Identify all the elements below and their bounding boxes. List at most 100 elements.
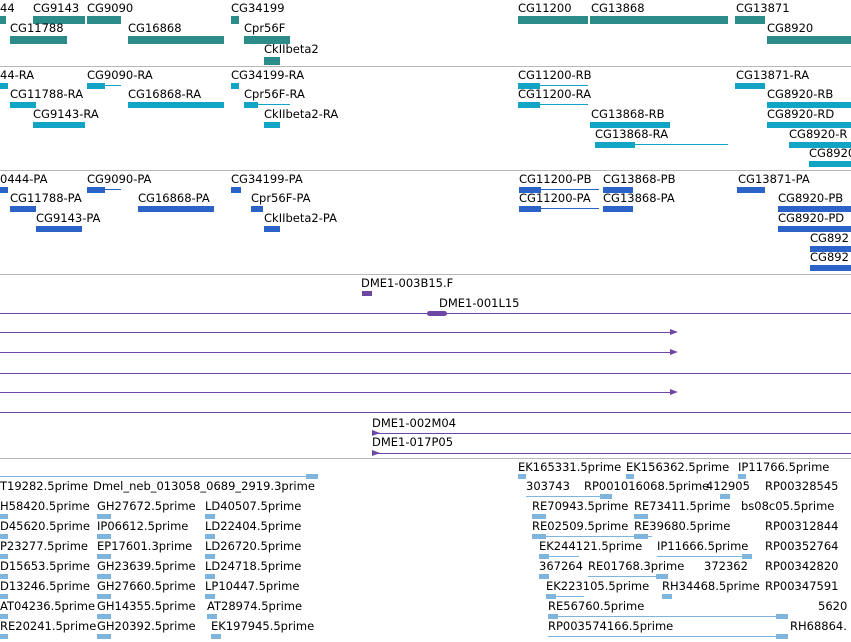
transcript-feature[interactable] (590, 122, 670, 128)
est-feature[interactable] (97, 594, 111, 599)
gene-label[interactable]: CG16868 (128, 21, 182, 35)
est-label[interactable]: RE73411.5prime (634, 499, 731, 513)
cds-feature[interactable] (264, 226, 280, 232)
transcript-label[interactable]: CG8920- (809, 146, 851, 160)
est-label[interactable]: 367264 (539, 559, 583, 573)
est-feature[interactable] (539, 554, 549, 559)
est-feature[interactable] (306, 474, 318, 479)
transcript-label[interactable]: CG13868-RA (595, 127, 669, 141)
gene-feature[interactable] (0, 16, 6, 24)
est-feature[interactable] (600, 494, 612, 499)
cds-label[interactable]: CG34199-PA (231, 172, 303, 186)
clone-line[interactable] (0, 373, 851, 374)
gene-label[interactable]: CG34199 (231, 1, 285, 15)
cds-feature[interactable] (519, 187, 541, 193)
est-label[interactable]: RP00312844 (765, 519, 839, 533)
transcript-label[interactable]: 44-RA (0, 68, 35, 82)
est-label[interactable]: AT04236.5prime (0, 599, 96, 613)
est-label[interactable]: EK165331.5prime (518, 460, 622, 474)
cds-label[interactable]: CG9090-PA (87, 172, 152, 186)
transcript-label[interactable]: CG8920-R (789, 127, 848, 141)
est-label[interactable]: GH23639.5prime (97, 559, 196, 573)
est-label[interactable]: AT28974.5prime (207, 599, 303, 613)
est-label[interactable]: LD26720.5prime (205, 539, 302, 553)
est-feature[interactable] (97, 534, 111, 539)
clone-line[interactable] (0, 352, 675, 353)
est-line[interactable] (657, 556, 752, 557)
est-label[interactable]: D15653.5prime (0, 559, 90, 573)
est-feature[interactable] (0, 554, 8, 559)
transcript-label[interactable]: CG34199-RA (231, 68, 305, 82)
cds-feature[interactable] (0, 187, 8, 193)
transcript-feature[interactable] (518, 83, 540, 89)
est-label[interactable]: LD40507.5prime (205, 499, 302, 513)
est-feature[interactable] (634, 514, 648, 519)
transcript-label[interactable]: CG16868-RA (128, 87, 202, 101)
gene-label[interactable]: CG11788 (10, 21, 64, 35)
cds-label[interactable]: CG8920-PB (778, 191, 844, 205)
est-feature[interactable] (634, 534, 648, 539)
cds-label[interactable]: CG11200-PB (519, 172, 592, 186)
transcript-label[interactable]: Cpr56F-RA (244, 87, 305, 101)
gene-feature[interactable] (87, 16, 121, 24)
est-label[interactable]: IP06612.5prime (97, 519, 189, 533)
transcript-label[interactable]: CG8920-RB (767, 87, 834, 101)
transcript-feature[interactable] (789, 142, 851, 148)
transcript-feature[interactable] (264, 122, 280, 128)
est-label[interactable]: D45620.5prime (0, 519, 90, 533)
est-label[interactable]: IP11766.5prime (738, 460, 830, 474)
transcript-feature[interactable] (809, 161, 851, 167)
est-label[interactable]: RP00342820 (765, 559, 839, 573)
est-feature[interactable] (518, 474, 526, 479)
est-feature[interactable] (776, 614, 788, 619)
transcript-feature[interactable] (767, 122, 851, 128)
transcript-label[interactable]: CG9143-RA (33, 107, 99, 121)
est-feature[interactable] (0, 534, 8, 539)
est-feature[interactable] (97, 614, 111, 619)
transcript-label[interactable]: CG8920-RD (767, 107, 835, 121)
clone-label[interactable]: DME1-001L15 (439, 296, 520, 310)
est-label[interactable]: Dmel_neb_013058_0689_2919.3prime (93, 479, 315, 493)
est-label[interactable]: EP17601.3prime (97, 539, 193, 553)
est-feature[interactable] (97, 574, 111, 579)
cds-label[interactable]: 0444-PA (0, 172, 48, 186)
transcript-label[interactable]: CG13868-RB (591, 107, 665, 121)
est-label[interactable]: LD24718.5prime (205, 559, 302, 573)
est-feature[interactable] (776, 634, 788, 639)
cds-feature[interactable] (138, 206, 214, 212)
est-label[interactable]: RP003574166.5prime (548, 619, 674, 633)
transcript-label[interactable]: CG11788-RA (10, 87, 84, 101)
est-label[interactable]: 303743 (526, 479, 570, 493)
est-label[interactable]: 412905 (706, 479, 750, 493)
clone-line[interactable] (0, 392, 675, 393)
est-feature[interactable] (742, 554, 752, 559)
transcript-label[interactable]: CG9090-RA (87, 68, 153, 82)
est-feature[interactable] (626, 474, 634, 479)
cds-label[interactable]: CG11200-PA (519, 191, 591, 205)
gene-feature[interactable] (735, 16, 765, 24)
est-label[interactable]: H58420.5prime (0, 499, 90, 513)
est-label[interactable]: RE01768.3prime (588, 559, 685, 573)
est-label[interactable]: EK223105.5prime (546, 579, 650, 593)
est-label[interactable]: RE20241.5prime (0, 619, 97, 633)
est-feature[interactable] (656, 574, 668, 579)
cds-feature[interactable] (87, 187, 105, 193)
est-feature[interactable] (205, 554, 215, 559)
est-label[interactable]: EK156362.5prime (626, 460, 730, 474)
est-feature[interactable] (532, 514, 546, 519)
cds-label[interactable]: CG11788-PA (10, 191, 82, 205)
transcript-feature[interactable] (518, 102, 540, 108)
est-line[interactable] (588, 576, 668, 577)
gene-label[interactable]: CG9090 (87, 1, 134, 15)
clone-line[interactable] (0, 332, 675, 333)
gene-feature[interactable] (33, 16, 85, 24)
est-feature[interactable] (0, 614, 8, 619)
est-feature[interactable] (0, 574, 8, 579)
cds-feature[interactable] (603, 187, 633, 193)
est-line[interactable] (532, 536, 652, 537)
est-line[interactable] (0, 476, 318, 477)
gene-feature[interactable] (518, 16, 588, 24)
cds-feature[interactable] (810, 246, 851, 252)
est-line[interactable] (526, 496, 612, 497)
cds-label[interactable]: Cpr56F-PA (251, 191, 311, 205)
